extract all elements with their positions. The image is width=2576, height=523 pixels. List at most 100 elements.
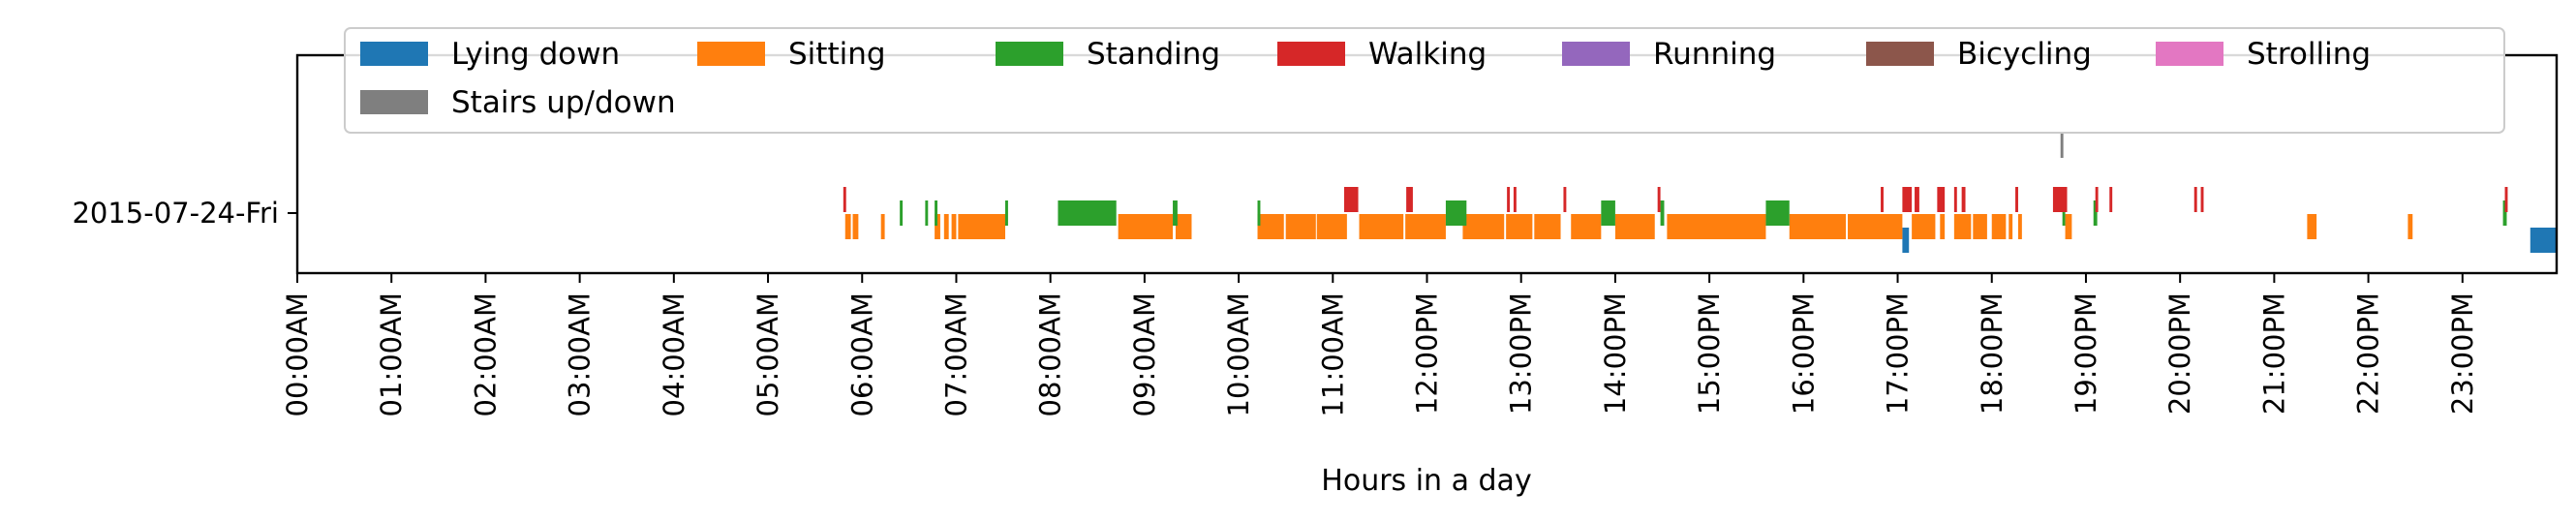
legend-label-walking: Walking — [1368, 37, 1487, 72]
walking-segment — [1915, 187, 1919, 212]
sitting-segment — [880, 214, 885, 239]
standing-segment — [1173, 200, 1178, 226]
legend-swatch-running — [1562, 42, 1630, 66]
walking-segment — [2052, 187, 2068, 212]
sitting-segment — [2307, 214, 2317, 239]
standing-segment — [900, 200, 904, 226]
sitting-segment — [2407, 214, 2413, 239]
walking-segment — [2109, 187, 2113, 212]
sitting-segment — [1789, 214, 1847, 239]
sitting-segment — [1506, 214, 1533, 239]
x-axis-ticks: 00:00AM 01:00AM 02:00AM 03:00AM 04:00AM 05:00… — [281, 273, 2479, 416]
walking-segment — [1406, 187, 1413, 212]
sitting-segment — [1667, 214, 1766, 239]
walking-segment — [1507, 187, 1511, 212]
sitting-segment — [1534, 214, 1561, 239]
legend-label-stairs-up-down: Stairs up/down — [451, 85, 676, 120]
sitting-segment — [1953, 214, 1972, 239]
x-tick-label: 22:00PM — [2352, 292, 2385, 415]
sitting-segment — [2065, 214, 2072, 239]
y-tick-label: 2015-07-24-Fri — [72, 197, 279, 230]
legend-swatch-strolling — [2156, 42, 2223, 66]
sitting-segment — [2017, 214, 2022, 239]
legend-swatch-lying-down — [360, 42, 428, 66]
walking-segment — [1343, 187, 1359, 212]
standing-segment — [1005, 200, 1008, 226]
walking-segment — [2015, 187, 2018, 212]
standing-segment — [1058, 200, 1117, 226]
sitting-segment — [958, 214, 1006, 239]
sitting-segment — [1359, 214, 1404, 239]
sitting-segment — [1973, 214, 1987, 239]
legend-label-bicycling: Bicycling — [1957, 37, 2092, 72]
walking-segment — [2095, 187, 2099, 212]
walking-segment — [1937, 187, 1946, 212]
walking-segment — [2193, 187, 2197, 212]
x-tick-label: 18:00PM — [1976, 292, 2009, 415]
x-tick-label: 04:00AM — [658, 292, 690, 416]
walking-segment — [843, 187, 846, 212]
sitting-segment — [1614, 214, 1655, 239]
sitting-segment — [1462, 214, 1505, 239]
x-tick-label: 06:00AM — [845, 292, 878, 416]
standing-segment — [1765, 200, 1790, 226]
x-tick-label: 09:00AM — [1128, 292, 1161, 416]
x-axis-label: Hours in a day — [1321, 464, 1531, 498]
sitting-segment — [2009, 214, 2013, 239]
legend-swatch-walking — [1277, 42, 1345, 66]
walking-segment — [1657, 187, 1661, 212]
standing-segment — [925, 200, 929, 226]
x-tick-label: 00:00AM — [281, 292, 314, 416]
x-tick-label: 23:00PM — [2446, 292, 2479, 415]
sitting-segment — [852, 214, 859, 239]
legend-swatch-sitting — [697, 42, 765, 66]
sitting-segment — [1118, 214, 1174, 239]
sitting-segment — [844, 214, 851, 239]
legend-label-lying-down: Lying down — [451, 37, 620, 72]
sitting-segment — [1940, 214, 1946, 239]
lying-down-segment — [1902, 228, 1910, 253]
standing-segment — [1257, 200, 1261, 226]
x-tick-label: 17:00PM — [1882, 292, 1915, 415]
y-axis-ticks: 2015-07-24-Fri — [72, 197, 297, 230]
x-tick-label: 11:00AM — [1316, 292, 1349, 416]
legend-swatch-bicycling — [1866, 42, 1934, 66]
x-tick-label: 21:00PM — [2257, 292, 2290, 415]
walking-segment — [2504, 187, 2508, 212]
x-tick-label: 10:00AM — [1222, 292, 1255, 416]
stairs-up-down-segment — [2060, 133, 2064, 158]
legend-label-sitting: Sitting — [788, 37, 886, 72]
x-tick-label: 19:00PM — [2070, 292, 2102, 415]
lying-down-segment — [2530, 228, 2557, 253]
plot-marks — [843, 133, 2557, 253]
x-tick-label: 02:00AM — [469, 292, 502, 416]
x-tick-label: 05:00AM — [751, 292, 784, 416]
sitting-segment — [1991, 214, 2007, 239]
x-tick-label: 01:00AM — [375, 292, 408, 416]
standing-segment — [935, 200, 938, 226]
x-tick-label: 03:00AM — [564, 292, 597, 416]
sitting-segment — [1912, 214, 1936, 239]
sitting-segment — [1257, 214, 1284, 239]
sitting-segment — [1175, 214, 1192, 239]
legend-swatch-stairs-up-down — [360, 90, 428, 114]
sitting-segment — [951, 214, 957, 239]
standing-segment — [1445, 200, 1467, 226]
walking-segment — [1961, 187, 1966, 212]
sitting-segment — [1571, 214, 1602, 239]
sitting-segment — [1285, 214, 1316, 239]
legend: Lying down Sitting Standing Walking Running B… — [344, 27, 2505, 134]
standing-segment — [2093, 200, 2098, 226]
x-tick-label: 20:00PM — [2163, 292, 2196, 415]
legend-label-strolling: Strolling — [2247, 37, 2371, 72]
x-tick-label: 14:00PM — [1599, 292, 1632, 415]
sitting-segment — [1848, 214, 1903, 239]
standing-segment — [1660, 200, 1665, 226]
x-tick-label: 13:00PM — [1505, 292, 1538, 415]
walking-segment — [1563, 187, 1567, 212]
standing-segment — [1601, 200, 1615, 226]
walking-segment — [1513, 187, 1517, 212]
walking-segment — [2200, 187, 2204, 212]
walking-segment — [1953, 187, 1957, 212]
